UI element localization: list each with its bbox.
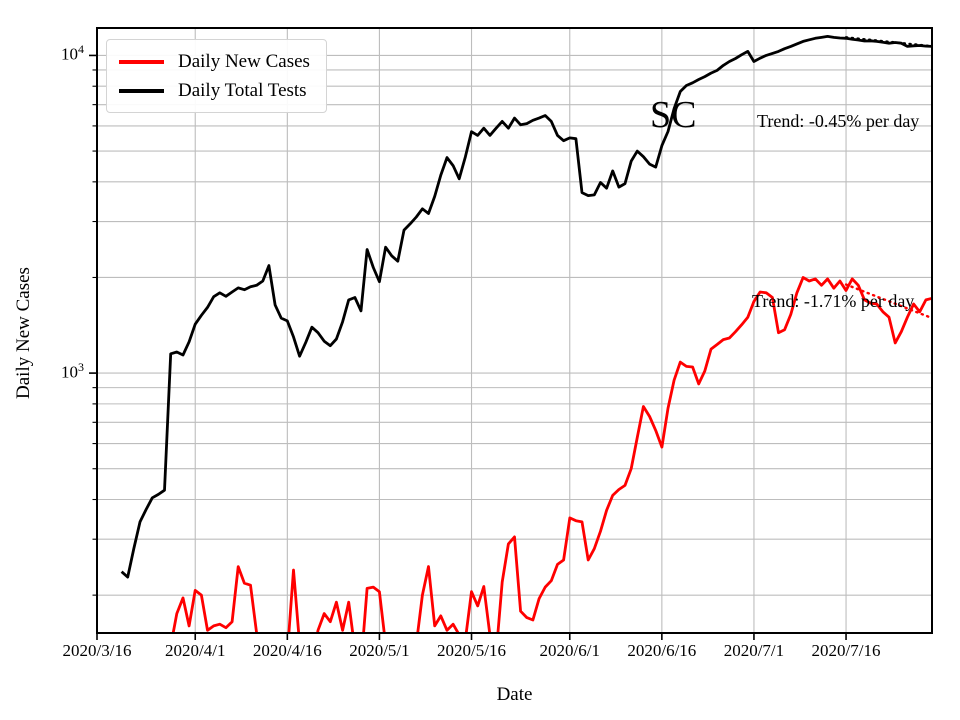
legend: Daily New Cases Daily Total Tests — [106, 39, 327, 113]
x-tick-label: 2020/7/16 — [811, 641, 881, 660]
x-tick-label: 2020/6/16 — [627, 641, 697, 660]
tests-trend-annotation: Trend: -0.45% per day — [757, 111, 920, 131]
legend-line-sample-red — [119, 59, 164, 64]
legend-label-daily-total-tests: Daily Total Tests — [178, 79, 307, 101]
plot-border — [96, 27, 933, 634]
y-tick-label: 103 — [61, 360, 84, 382]
x-tick-label: 2020/7/1 — [723, 641, 785, 660]
legend-item-daily-new-cases: Daily New Cases — [115, 47, 310, 76]
x-tick-label: 2020/4/1 — [165, 641, 226, 660]
daily-new-cases-line — [171, 276, 932, 633]
y-axis-title: Daily New Cases — [13, 267, 34, 399]
legend-line-sample-black — [119, 88, 164, 93]
x-tick-label: 2020/6/1 — [539, 641, 600, 660]
x-axis-title: Date — [496, 684, 533, 705]
y-tick-label: 104 — [61, 42, 84, 65]
daily-total-tests-line — [120, 35, 932, 579]
x-tick-label: 2020/5/16 — [437, 641, 506, 660]
legend-label-daily-new-cases: Daily New Cases — [178, 50, 310, 72]
x-tick-label: 2020/3/16 — [62, 641, 132, 660]
legend-item-daily-total-tests: Daily Total Tests — [115, 76, 310, 105]
state-annotation: SC — [650, 94, 697, 136]
cases-trend-line — [844, 283, 932, 320]
x-tick-label: 2020/4/16 — [252, 641, 322, 660]
cases-trend-annotation: Trend: -1.71% per day — [752, 291, 915, 311]
x-tick-label: 2020/5/1 — [349, 641, 410, 660]
